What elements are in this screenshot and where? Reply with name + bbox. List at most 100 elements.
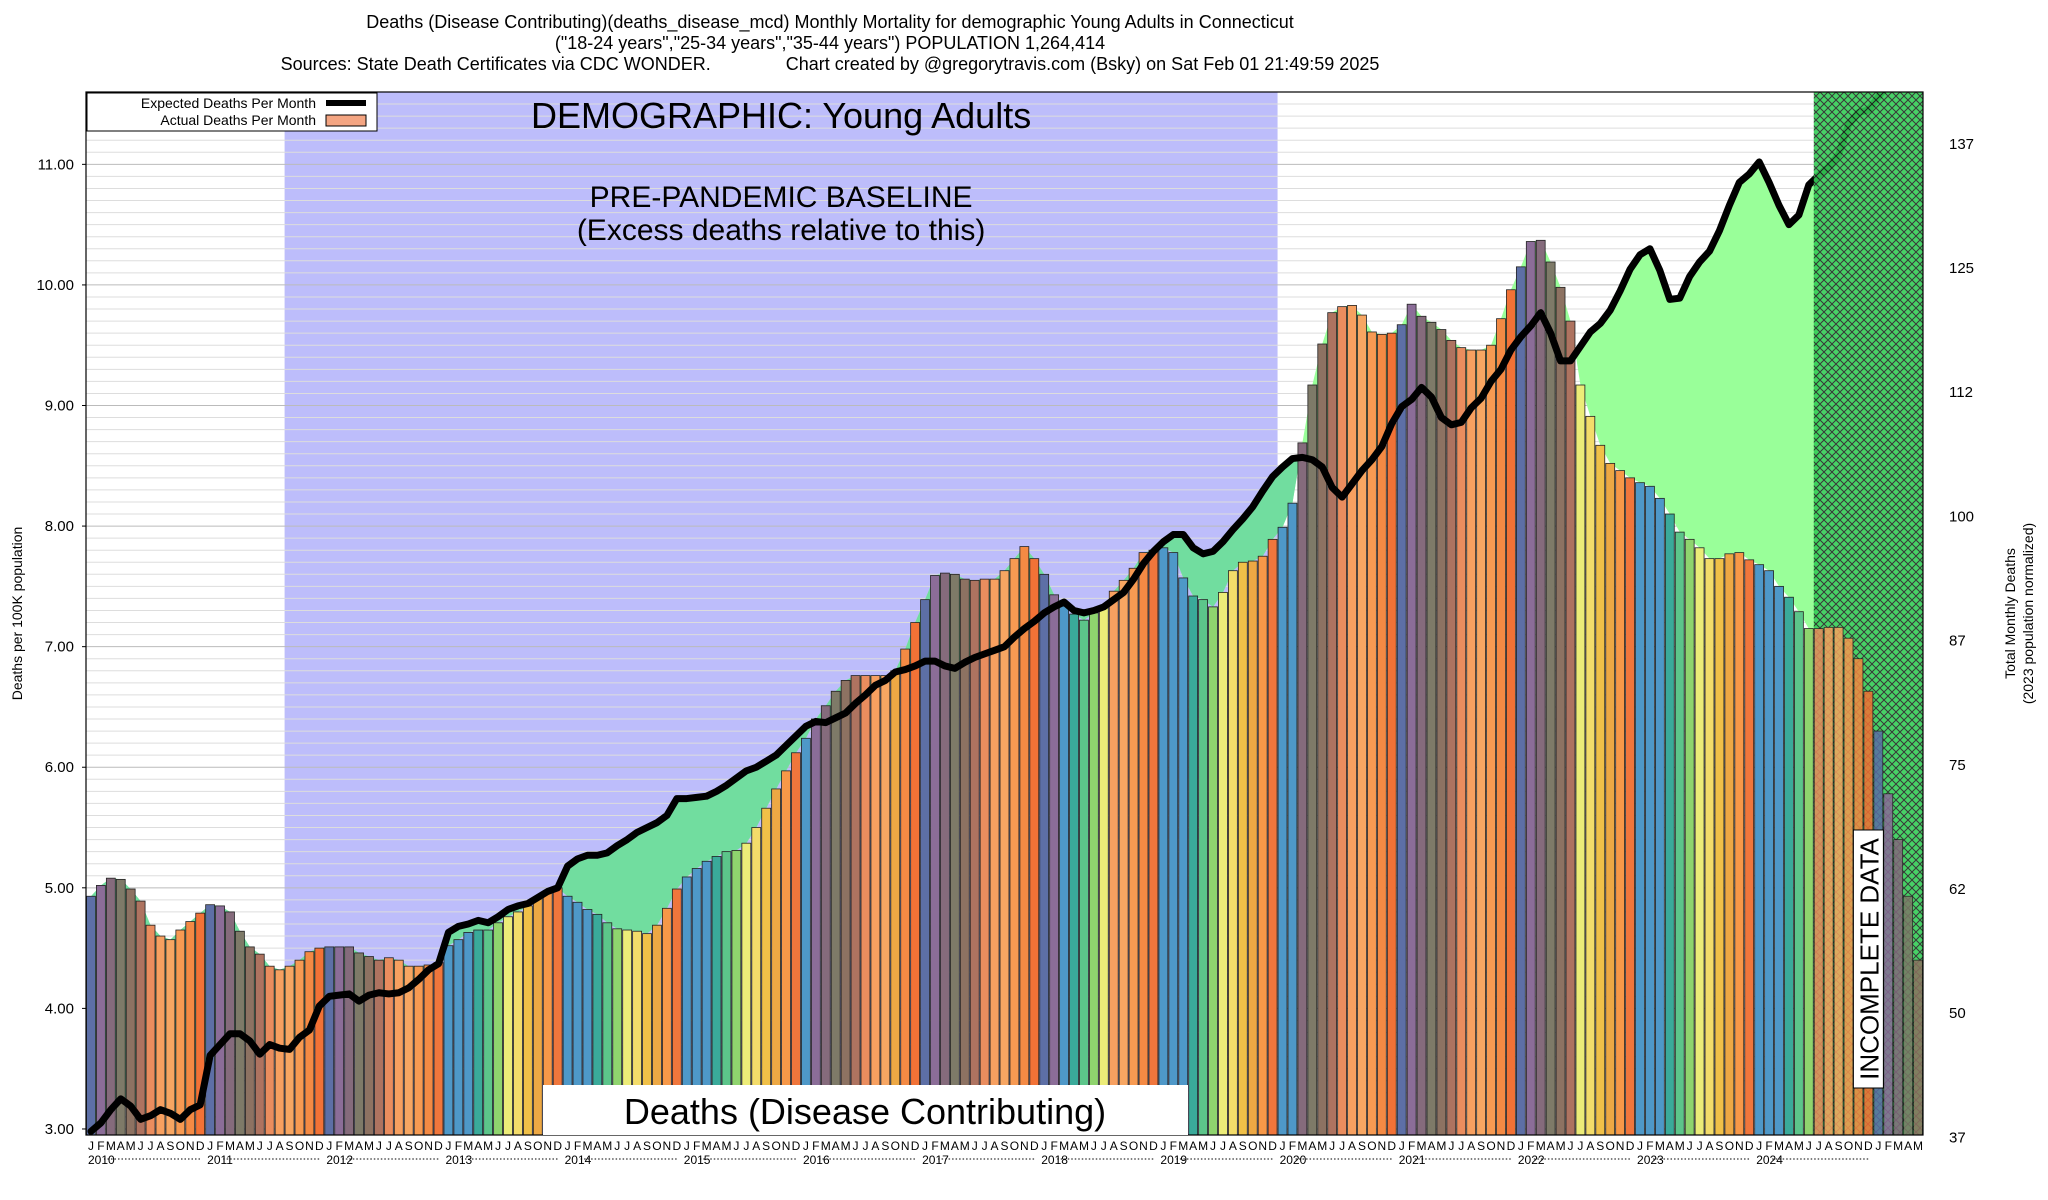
x-month-label: J bbox=[267, 1139, 273, 1153]
x-month-label: D bbox=[196, 1139, 205, 1153]
data-bar bbox=[910, 622, 920, 1136]
data-bar bbox=[1287, 502, 1298, 1136]
x-month-label: F bbox=[455, 1139, 462, 1153]
x-month-label: N bbox=[186, 1139, 195, 1153]
data-bar-incomplete bbox=[1883, 793, 1894, 1136]
data-bar bbox=[1247, 560, 1258, 1136]
data-bar bbox=[840, 680, 851, 1136]
x-month-label: D bbox=[1149, 1139, 1158, 1153]
data-bar bbox=[1764, 570, 1774, 1136]
x-year-label: 2014 bbox=[565, 1153, 592, 1167]
data-bar bbox=[443, 945, 454, 1136]
y-tick-label: 10.00 bbox=[36, 277, 74, 294]
x-month-label: F bbox=[693, 1139, 700, 1153]
x-month-label: J bbox=[1448, 1139, 1454, 1153]
data-bar bbox=[1098, 606, 1109, 1136]
x-month-label: A bbox=[951, 1139, 959, 1153]
data-bar bbox=[830, 690, 841, 1136]
x-month-label: O bbox=[1844, 1139, 1853, 1153]
data-bar bbox=[145, 924, 156, 1136]
data-bar bbox=[1774, 585, 1784, 1136]
y-tick-label: 9.00 bbox=[45, 398, 74, 415]
data-bar bbox=[870, 675, 881, 1136]
x-month-label: J bbox=[1875, 1139, 1881, 1153]
x-month-label: N bbox=[305, 1139, 314, 1153]
x-month-label: J bbox=[565, 1139, 571, 1153]
data-bar bbox=[1108, 590, 1119, 1136]
x-month-label: J bbox=[1687, 1139, 1693, 1153]
data-bar bbox=[1198, 599, 1208, 1136]
data-bar bbox=[1426, 321, 1437, 1136]
x-month-label: M bbox=[106, 1139, 116, 1153]
data-bar bbox=[1595, 444, 1606, 1136]
data-bar bbox=[513, 911, 523, 1136]
data-bar-incomplete bbox=[1813, 628, 1824, 1136]
data-bar bbox=[473, 929, 484, 1136]
y2-tick-label: 62 bbox=[1949, 881, 1966, 898]
data-bar bbox=[810, 718, 821, 1136]
data-bar bbox=[1049, 594, 1060, 1136]
x-month-label: A bbox=[991, 1139, 999, 1153]
data-bar bbox=[1724, 553, 1735, 1136]
x-month-label: J bbox=[803, 1139, 809, 1153]
x-month-label: A bbox=[474, 1139, 482, 1153]
x-month-label: J bbox=[88, 1139, 94, 1153]
x-month-label: O bbox=[652, 1139, 661, 1153]
data-bar bbox=[1079, 619, 1089, 1136]
x-month-label: A bbox=[871, 1139, 879, 1153]
data-bar bbox=[86, 895, 96, 1136]
data-bar bbox=[463, 932, 474, 1136]
data-bar bbox=[1496, 318, 1506, 1136]
x-month-label: S bbox=[166, 1139, 174, 1153]
y2-tick-label: 87 bbox=[1949, 633, 1966, 650]
x-year-label: 2019 bbox=[1160, 1153, 1187, 1167]
data-bar bbox=[314, 947, 325, 1136]
data-bar bbox=[1178, 577, 1189, 1136]
data-bar bbox=[523, 905, 533, 1136]
x-month-label: M bbox=[245, 1139, 255, 1153]
data-bar bbox=[1386, 332, 1397, 1136]
x-month-label: O bbox=[1010, 1139, 1019, 1153]
y2-tick-label: 112 bbox=[1949, 384, 1973, 401]
data-bar bbox=[225, 911, 235, 1136]
data-bar bbox=[1704, 558, 1715, 1136]
data-bar bbox=[1168, 552, 1179, 1136]
chart-title: Deaths (Disease Contributing)(deaths_dis… bbox=[366, 12, 1294, 32]
x-month-label: S bbox=[1000, 1139, 1008, 1153]
data-bar bbox=[175, 929, 186, 1136]
deficit-area bbox=[90, 442, 1303, 1132]
x-month-label: F bbox=[574, 1139, 581, 1153]
x-month-label: A bbox=[1666, 1139, 1674, 1153]
data-bar bbox=[215, 905, 225, 1136]
x-month-label: S bbox=[286, 1139, 294, 1153]
x-month-label: S bbox=[1596, 1139, 1604, 1153]
x-month-label: M bbox=[1794, 1139, 1804, 1153]
data-bar bbox=[860, 675, 871, 1136]
x-month-label: A bbox=[395, 1139, 403, 1153]
x-month-label: O bbox=[1606, 1139, 1615, 1153]
x-month-label: A bbox=[1070, 1139, 1078, 1153]
x-month-label: D bbox=[1030, 1139, 1039, 1153]
data-bar bbox=[1585, 415, 1596, 1136]
x-month-label: M bbox=[463, 1139, 473, 1153]
data-bar bbox=[1297, 442, 1308, 1136]
x-month-label: A bbox=[593, 1139, 601, 1153]
x-month-label: D bbox=[1745, 1139, 1754, 1153]
data-bar bbox=[165, 939, 176, 1136]
x-month-label: S bbox=[1120, 1139, 1128, 1153]
x-month-label: A bbox=[1308, 1139, 1316, 1153]
data-bar bbox=[324, 946, 335, 1136]
data-bar bbox=[1744, 559, 1755, 1136]
x-month-label: N bbox=[1377, 1139, 1386, 1153]
data-bar bbox=[850, 675, 861, 1136]
x-month-label: M bbox=[1893, 1139, 1903, 1153]
x-month-label: M bbox=[821, 1139, 831, 1153]
data-bar bbox=[1218, 591, 1228, 1136]
x-month-label: J bbox=[386, 1139, 392, 1153]
data-bar bbox=[1118, 579, 1129, 1136]
chart-source-line: Sources: State Death Certificates via CD… bbox=[0, 54, 1660, 75]
data-bar bbox=[1535, 239, 1546, 1136]
x-year-label: 2023 bbox=[1637, 1153, 1664, 1167]
x-month-label: M bbox=[1774, 1139, 1784, 1153]
